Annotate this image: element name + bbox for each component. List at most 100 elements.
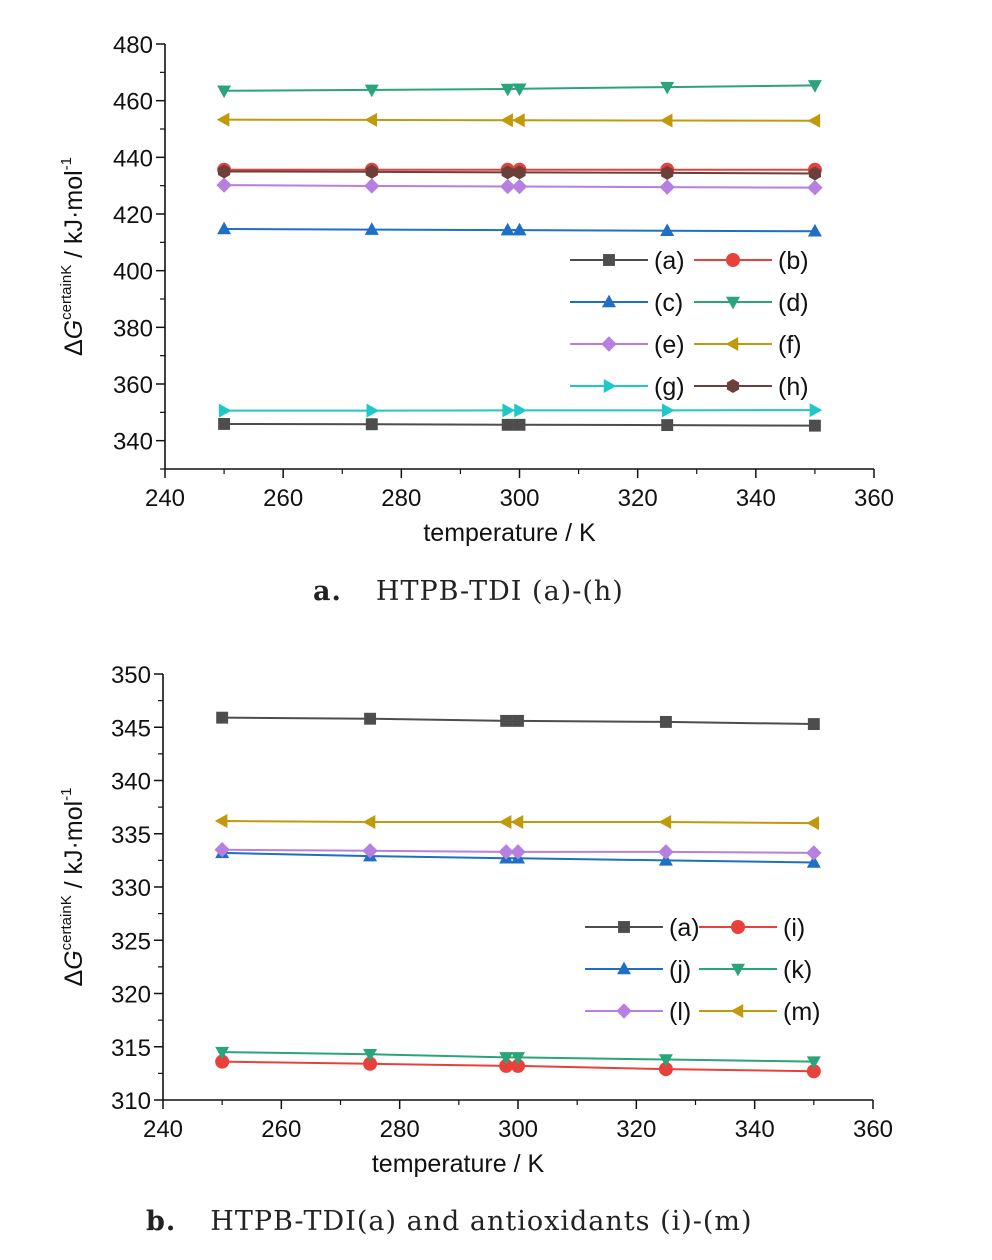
data-point-i: [511, 1058, 525, 1073]
legend-label: (g): [654, 373, 685, 401]
data-point-k: [215, 1046, 230, 1060]
data-point-d: [512, 83, 527, 97]
legend-marker: [730, 1004, 744, 1018]
y-tick-label: 340: [113, 429, 153, 456]
series-line-c: [224, 228, 815, 233]
caption-b-letter: b.: [146, 1206, 177, 1237]
legend-label: (b): [778, 247, 809, 275]
y-title-prefix: Δ: [60, 339, 88, 356]
data-point-k: [511, 1052, 525, 1065]
chart-panel-b: 240 260 280 300 320 340 360 310 315 320 325 330 335 3…: [0, 630, 992, 1260]
legend-label: (j): [669, 956, 691, 984]
data-point-f: [500, 113, 513, 128]
legend-marker: [731, 920, 745, 934]
y-tick-label: 420: [113, 202, 153, 229]
data-point-m: [658, 815, 672, 830]
caption-b: b. HTPB-TDI(a) and antioxidants (i)-(m): [146, 1206, 753, 1237]
y-title-symbol: G: [60, 950, 88, 969]
x-tick-label: 240: [145, 485, 185, 512]
x-tick-label: 360: [853, 1116, 893, 1143]
x-tick-label: 320: [618, 485, 658, 512]
x-tick-label: 320: [616, 1116, 656, 1143]
legend-marker: [601, 336, 617, 352]
data-point-d: [807, 80, 822, 93]
data-point-f: [659, 113, 673, 128]
legend-marker: [602, 294, 616, 308]
chart-b-svg: 240 260 280 300 320 340 360 310 315 320 325 330 335 3…: [58, 662, 893, 1178]
y-tick-label: 320: [111, 982, 151, 1009]
x-tick-label: 340: [736, 485, 776, 512]
data-point-g: [502, 403, 516, 418]
data-point-c: [512, 222, 527, 236]
data-point-a: [808, 419, 821, 432]
x-axis-title: temperature / K: [372, 1150, 545, 1178]
data-point-e: [807, 179, 823, 196]
data-point-l: [658, 844, 674, 860]
data-point-a: [807, 718, 820, 731]
data-point-a: [661, 419, 674, 432]
legend-marker: [603, 254, 615, 266]
legend-label: (e): [654, 331, 685, 359]
data-point-i: [658, 1062, 673, 1077]
data-point-a: [513, 418, 526, 431]
legend-marker: [726, 296, 740, 310]
data-point-e: [364, 178, 380, 194]
x-tick-label: 260: [263, 485, 303, 512]
legend-label: (k): [783, 956, 812, 984]
data-point-c: [217, 221, 232, 235]
data-point-h: [661, 165, 674, 180]
data-point-h: [513, 165, 526, 180]
data-point-h: [808, 166, 821, 181]
x-axis-title: temperature / K: [423, 519, 596, 547]
x-tick-label: 280: [381, 485, 421, 512]
y-tick-label: 315: [111, 1035, 151, 1062]
data-point-g: [514, 403, 527, 418]
caption-a-letter: a.: [313, 576, 342, 607]
y-title-superscript: certainK: [58, 265, 75, 320]
data-point-g: [809, 403, 823, 418]
y-tick-label: 480: [113, 32, 153, 59]
data-point-c: [807, 223, 822, 237]
y-tick-label: 400: [113, 259, 153, 286]
series-line-j: [222, 851, 814, 864]
data-point-d: [500, 83, 515, 97]
y-title-prefix: Δ: [60, 970, 88, 987]
y-tick-label: 380: [113, 315, 153, 342]
data-point-m: [362, 815, 376, 830]
series-line-d: [224, 84, 815, 92]
x-tick-label: 240: [143, 1116, 183, 1143]
data-point-l: [806, 845, 822, 861]
data-point-k: [499, 1052, 514, 1065]
data-point-e: [499, 178, 516, 195]
data-point-f: [807, 113, 821, 128]
y-tick-label: 350: [111, 662, 151, 689]
x-tick-label: 260: [261, 1116, 301, 1143]
data-point-g: [661, 403, 675, 418]
data-point-h: [218, 164, 231, 179]
data-point-e: [659, 179, 675, 195]
x-tick-label: 300: [498, 1116, 538, 1143]
chart-panel-a: 240 260 280 300 320 340 360 340 360 380 400 420 440 4…: [58, 32, 894, 607]
legend-label: (h): [778, 373, 809, 401]
data-point-i: [499, 1058, 514, 1073]
legend-marker: [731, 963, 745, 977]
y-tick-label: 460: [113, 89, 153, 116]
y-title-unit: / kJ·mol: [60, 170, 88, 264]
legend-label: (a): [669, 914, 700, 942]
caption-b-text: HTPB-TDI(a) and antioxidants (i)-(m): [210, 1206, 753, 1237]
data-point-a: [659, 715, 672, 728]
data-point-d: [217, 85, 232, 99]
data-point-k: [806, 1056, 821, 1070]
x-tick-label: 300: [499, 485, 539, 512]
y-axis-title: ΔGcertainK / kJ·mol-1: [58, 157, 88, 356]
y-title-unit: / kJ·mol: [60, 801, 88, 895]
legend-label: (d): [778, 289, 809, 317]
y-tick-label: 325: [111, 928, 151, 955]
caption-a-text: HTPB-TDI (a)-(h): [375, 576, 624, 607]
legend-label: (l): [669, 998, 691, 1026]
legend-marker: [725, 337, 739, 351]
legend-marker: [726, 379, 740, 393]
caption-a: a. HTPB-TDI (a)-(h): [313, 576, 624, 607]
data-point-i: [806, 1064, 821, 1079]
data-point-f: [216, 112, 230, 127]
